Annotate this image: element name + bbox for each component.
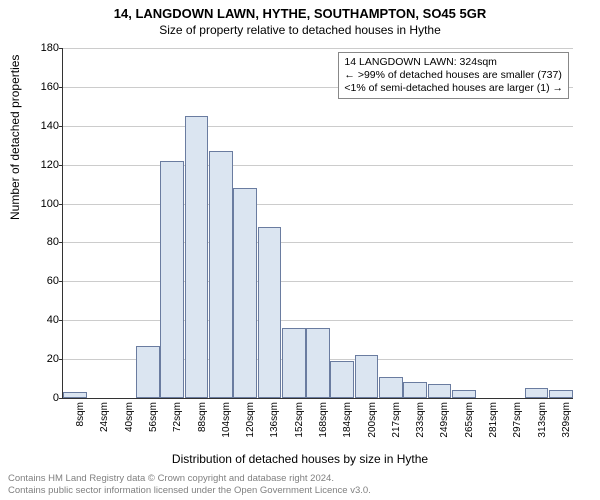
histogram-bar [185, 116, 209, 398]
grid-line [63, 281, 573, 282]
y-tick [59, 359, 63, 360]
legend-line-2: ← >99% of detached houses are smaller (7… [344, 69, 563, 82]
legend-box: 14 LANGDOWN LAWN: 324sqm ← >99% of detac… [338, 52, 569, 99]
histogram-bar [233, 188, 257, 398]
y-tick [59, 87, 63, 88]
y-tick [59, 204, 63, 205]
histogram-bar [525, 388, 549, 398]
grid-line [63, 126, 573, 127]
histogram-bar [549, 390, 573, 398]
y-tick [59, 48, 63, 49]
footer-text: Contains HM Land Registry data © Crown c… [8, 473, 371, 496]
grid-line [63, 204, 573, 205]
x-tick-label: 200sqm [367, 402, 378, 446]
histogram-bar [282, 328, 306, 398]
x-tick-label: 184sqm [342, 402, 353, 446]
histogram-bar [160, 161, 184, 398]
y-tick-label: 140 [29, 120, 59, 132]
footer-line-2: Contains public sector information licen… [8, 485, 371, 496]
sub-title: Size of property relative to detached ho… [0, 23, 600, 37]
x-tick-label: 8sqm [75, 402, 86, 446]
x-tick-label: 313sqm [537, 402, 548, 446]
x-tick-label: 88sqm [197, 402, 208, 446]
y-tick-label: 0 [29, 392, 59, 404]
footer-line-1: Contains HM Land Registry data © Crown c… [8, 473, 371, 484]
legend-line-3: <1% of semi-detached houses are larger (… [344, 82, 563, 95]
grid-line [63, 320, 573, 321]
x-tick-label: 40sqm [124, 402, 135, 446]
x-tick-label: 265sqm [464, 402, 475, 446]
histogram-bar [355, 355, 379, 398]
grid-line [63, 48, 573, 49]
y-tick-label: 160 [29, 81, 59, 93]
y-tick [59, 242, 63, 243]
y-tick [59, 398, 63, 399]
y-tick [59, 320, 63, 321]
x-tick-label: 297sqm [512, 402, 523, 446]
x-tick-label: 56sqm [148, 402, 159, 446]
y-tick [59, 281, 63, 282]
x-tick-label: 217sqm [391, 402, 402, 446]
histogram-bar [136, 346, 160, 399]
histogram-bar [452, 390, 476, 398]
x-tick-label: 233sqm [415, 402, 426, 446]
histogram-bar [428, 384, 452, 398]
x-tick-label: 72sqm [172, 402, 183, 446]
x-tick-label: 120sqm [245, 402, 256, 446]
grid-line [63, 165, 573, 166]
y-tick-label: 100 [29, 198, 59, 210]
x-tick-label: 281sqm [488, 402, 499, 446]
grid-line [63, 242, 573, 243]
y-tick-label: 180 [29, 42, 59, 54]
histogram-bar [403, 382, 427, 398]
y-tick-label: 120 [29, 159, 59, 171]
x-tick-label: 24sqm [99, 402, 110, 446]
histogram-bar [379, 377, 403, 398]
y-tick-label: 40 [29, 314, 59, 326]
y-tick [59, 126, 63, 127]
x-tick-label: 168sqm [318, 402, 329, 446]
x-tick-label: 136sqm [269, 402, 280, 446]
y-tick-label: 60 [29, 275, 59, 287]
histogram-bar [63, 392, 87, 398]
y-tick-label: 80 [29, 236, 59, 248]
histogram-bar [258, 227, 282, 398]
histogram-bar [306, 328, 330, 398]
y-tick [59, 165, 63, 166]
y-axis-title: Number of detached properties [8, 55, 22, 220]
x-tick-label: 152sqm [294, 402, 305, 446]
x-tick-label: 104sqm [221, 402, 232, 446]
y-tick-label: 20 [29, 353, 59, 365]
legend-line-1: 14 LANGDOWN LAWN: 324sqm [344, 56, 563, 69]
histogram-bar [209, 151, 233, 398]
x-tick-label: 329sqm [561, 402, 572, 446]
chart-area: 0204060801001201401601808sqm24sqm40sqm56… [62, 48, 573, 399]
histogram-bar [330, 361, 354, 398]
main-title: 14, LANGDOWN LAWN, HYTHE, SOUTHAMPTON, S… [0, 6, 600, 21]
x-tick-label: 249sqm [439, 402, 450, 446]
title-block: 14, LANGDOWN LAWN, HYTHE, SOUTHAMPTON, S… [0, 6, 600, 37]
x-axis-title: Distribution of detached houses by size … [0, 452, 600, 466]
